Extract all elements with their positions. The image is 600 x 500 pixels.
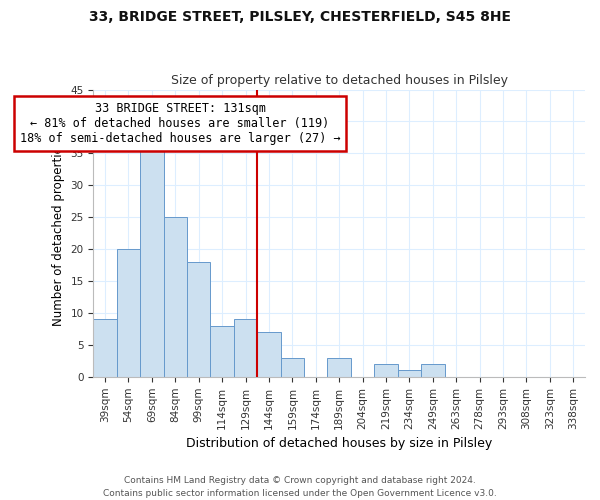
Title: Size of property relative to detached houses in Pilsley: Size of property relative to detached ho…: [170, 74, 508, 87]
Bar: [94, 320, 117, 377]
Bar: [187, 262, 211, 377]
Bar: [234, 320, 257, 377]
Text: Contains HM Land Registry data © Crown copyright and database right 2024.
Contai: Contains HM Land Registry data © Crown c…: [103, 476, 497, 498]
Bar: [257, 332, 281, 377]
Bar: [328, 358, 351, 377]
Y-axis label: Number of detached properties: Number of detached properties: [52, 140, 65, 326]
Text: 33, BRIDGE STREET, PILSLEY, CHESTERFIELD, S45 8HE: 33, BRIDGE STREET, PILSLEY, CHESTERFIELD…: [89, 10, 511, 24]
Bar: [398, 370, 421, 377]
Bar: [421, 364, 445, 377]
Bar: [164, 217, 187, 377]
Bar: [117, 249, 140, 377]
X-axis label: Distribution of detached houses by size in Pilsley: Distribution of detached houses by size …: [186, 437, 493, 450]
Bar: [374, 364, 398, 377]
Bar: [281, 358, 304, 377]
Bar: [211, 326, 234, 377]
Bar: [140, 140, 164, 377]
Text: 33 BRIDGE STREET: 131sqm
← 81% of detached houses are smaller (119)
18% of semi-: 33 BRIDGE STREET: 131sqm ← 81% of detach…: [20, 102, 340, 146]
